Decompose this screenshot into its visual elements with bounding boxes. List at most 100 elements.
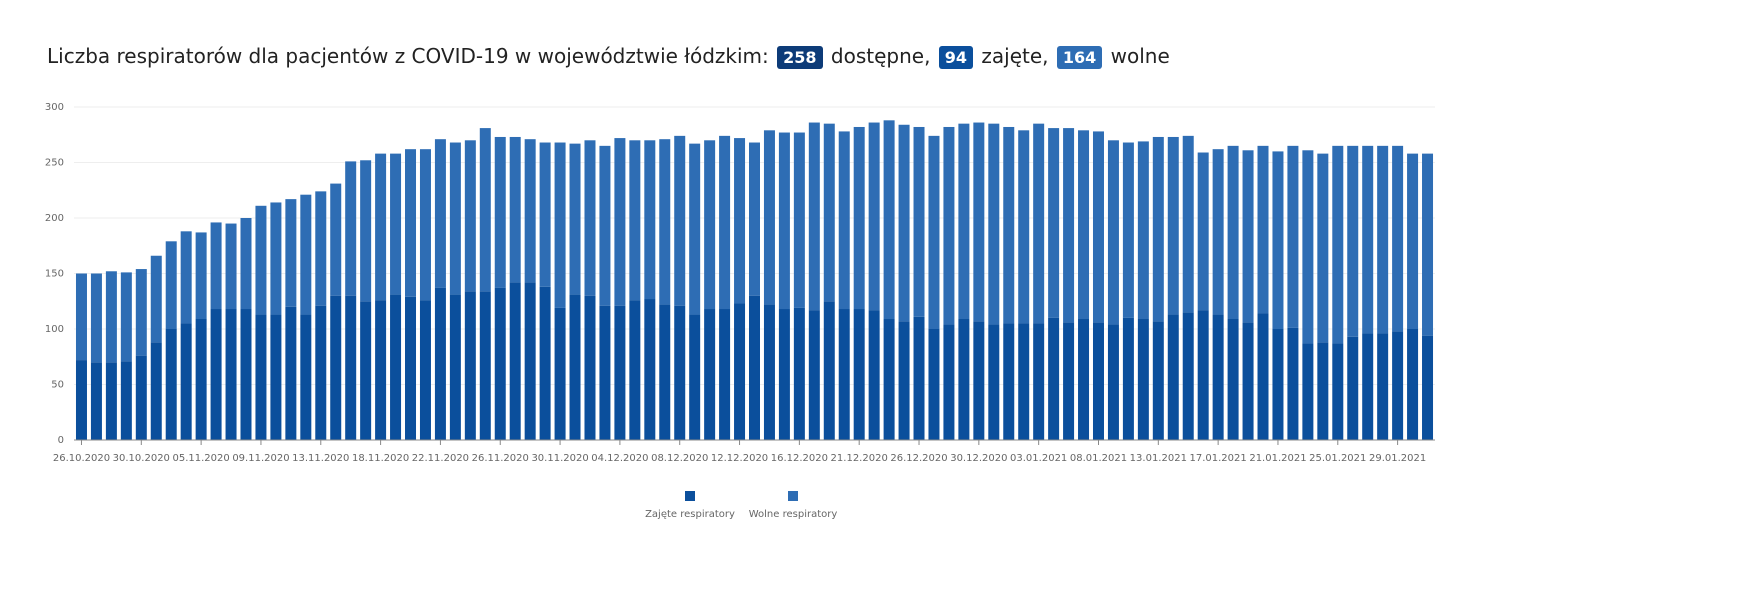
bar [749, 142, 760, 296]
bar [494, 287, 506, 440]
bar [868, 310, 880, 440]
bar [1377, 145, 1389, 334]
bar [1212, 314, 1224, 440]
bar [165, 241, 177, 329]
bar [150, 342, 162, 440]
bar [1257, 313, 1269, 440]
bar [434, 139, 446, 288]
title: Liczba respiratorów dla pacjentów z COVI… [47, 44, 769, 68]
bar [195, 232, 207, 320]
bar [330, 183, 342, 296]
bar [1048, 317, 1060, 440]
x-tick-label: 08.12.2020 [651, 453, 708, 464]
bar [390, 294, 402, 440]
bar [434, 287, 446, 440]
bar [943, 324, 955, 440]
bar [853, 309, 865, 440]
bar [1287, 145, 1299, 328]
bar [1257, 145, 1269, 314]
bar [778, 309, 790, 440]
x-tick-label: 13.11.2020 [292, 453, 349, 464]
y-tick-label: 50 [51, 380, 64, 391]
y-tick-label: 100 [45, 324, 64, 335]
bar [1137, 319, 1149, 440]
bar [120, 361, 132, 440]
bar [644, 140, 656, 300]
x-tick-label: 04.12.2020 [591, 453, 648, 464]
bar [1092, 131, 1104, 323]
x-tick-label: 17.01.2021 [1190, 453, 1247, 464]
bar [1122, 317, 1134, 440]
bar [105, 271, 117, 363]
bar [689, 143, 701, 315]
bar [449, 142, 461, 295]
bar [1048, 128, 1060, 318]
bar [1107, 140, 1119, 325]
x-tick-label: 29.01.2021 [1369, 453, 1426, 464]
bar [1347, 145, 1359, 337]
bar [883, 120, 895, 320]
bar [210, 309, 222, 440]
bar [749, 295, 760, 440]
bar [524, 139, 536, 283]
bar [375, 300, 387, 440]
bar [988, 324, 1000, 440]
x-tick-label: 21.01.2021 [1249, 453, 1306, 464]
bar [1332, 145, 1344, 344]
bar [360, 301, 372, 440]
bar [1227, 319, 1239, 440]
header: Liczba respiratorów dla pacjentów z COVI… [47, 44, 1170, 69]
x-tick-label: 13.01.2021 [1130, 453, 1187, 464]
bar [569, 143, 581, 295]
bar [1392, 145, 1404, 332]
badge: 94 [938, 46, 974, 69]
bar [270, 202, 282, 315]
bar [614, 138, 626, 306]
bar [300, 194, 312, 315]
bar [150, 255, 162, 343]
bar [1242, 322, 1254, 440]
bar [644, 299, 656, 440]
bar [1422, 335, 1434, 440]
bar [90, 362, 102, 440]
bar [793, 132, 805, 308]
x-tick-label: 21.12.2020 [831, 453, 888, 464]
x-tick-label: 30.10.2020 [113, 453, 170, 464]
bar [345, 161, 357, 296]
bar [1347, 336, 1359, 440]
badge-label: dostępne, [830, 44, 931, 68]
bar [763, 304, 775, 440]
x-tick-label: 22.11.2020 [412, 453, 469, 464]
bar [1317, 342, 1329, 440]
bar [1227, 145, 1239, 320]
bar [659, 139, 671, 305]
legend-swatch [685, 491, 695, 501]
x-tick-label: 12.12.2020 [711, 453, 768, 464]
bar [1122, 142, 1134, 318]
bar [554, 307, 566, 440]
bar [1302, 150, 1314, 344]
bar [90, 273, 102, 363]
bar [719, 135, 731, 310]
bar [210, 222, 222, 310]
bar [973, 122, 985, 322]
bar [105, 362, 117, 440]
bar [255, 205, 267, 315]
bar [838, 131, 850, 310]
bar [1167, 314, 1179, 440]
bar [509, 282, 521, 440]
bar [135, 269, 147, 356]
bar [838, 309, 850, 440]
bar [1377, 333, 1389, 440]
bar [734, 303, 746, 440]
bar [285, 199, 297, 307]
bar [1407, 153, 1419, 329]
bar [1287, 327, 1299, 440]
bar [1078, 130, 1090, 320]
bar [1272, 329, 1284, 440]
bar [943, 126, 955, 325]
bar [180, 323, 192, 440]
x-tick-label: 26.12.2020 [890, 453, 947, 464]
bar [1302, 343, 1314, 440]
bar [659, 304, 671, 440]
